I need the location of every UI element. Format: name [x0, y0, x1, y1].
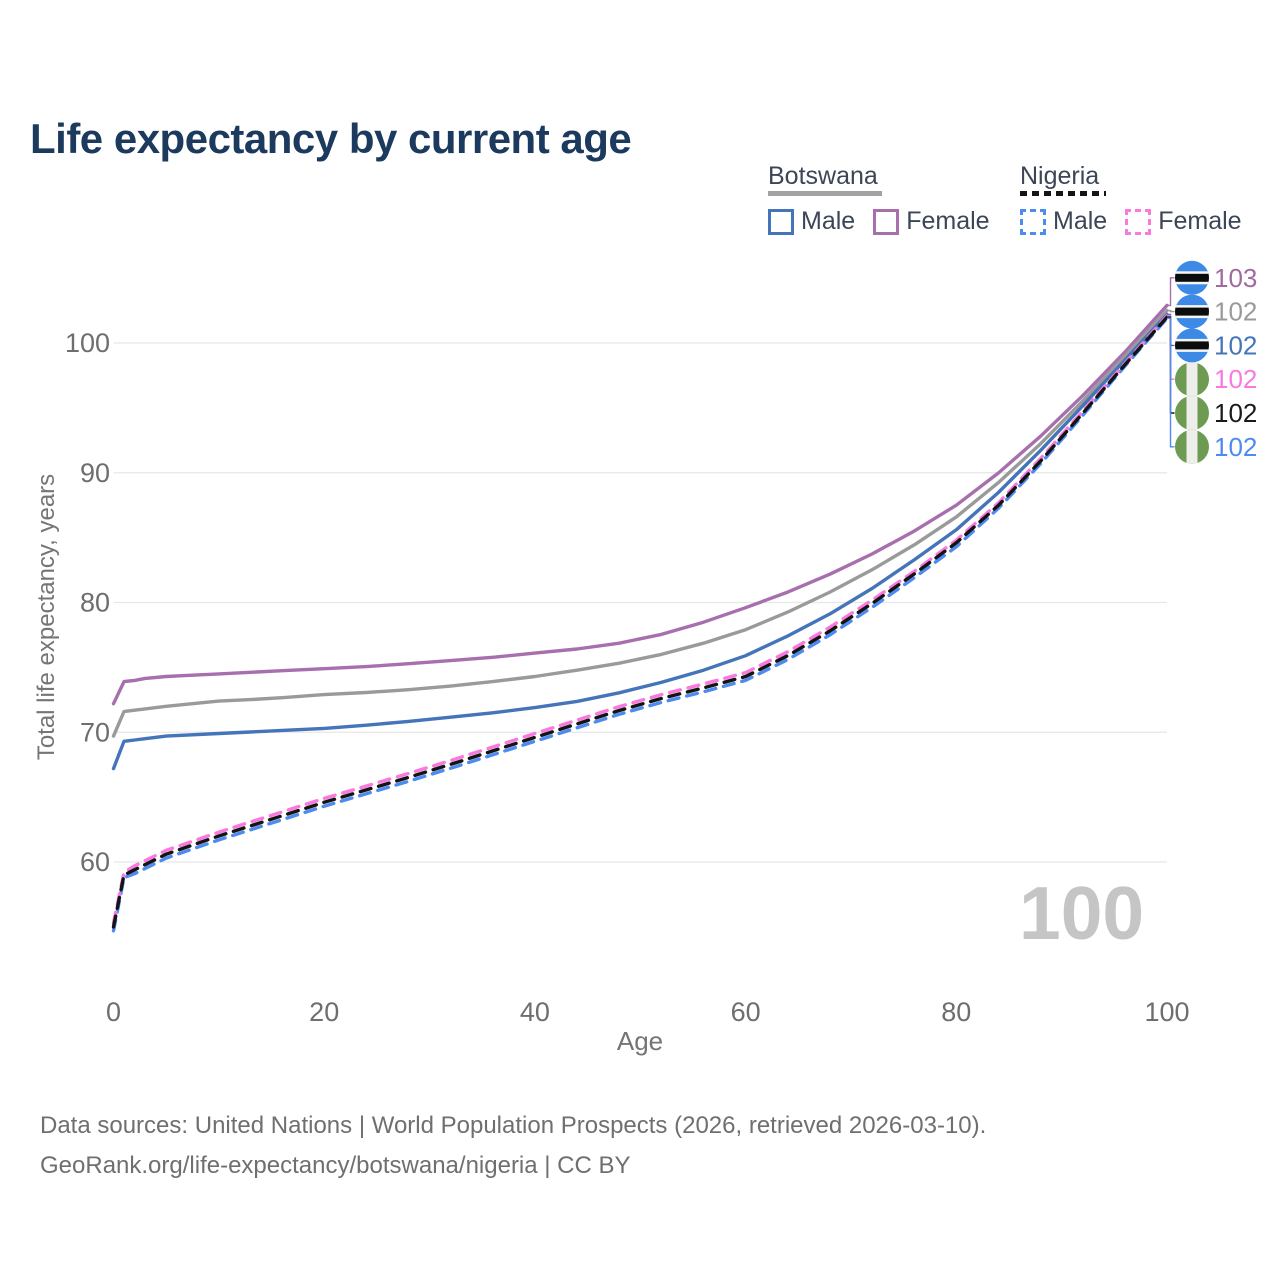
nigeria-female-swatch-icon [1125, 208, 1152, 235]
leader-line [1167, 317, 1175, 448]
legend-label: Male [1053, 207, 1108, 235]
nigeria-male-swatch-icon [1020, 208, 1046, 235]
x-tick-label: 80 [941, 997, 971, 1027]
legend-label: Female [906, 207, 990, 235]
x-tick-label: 40 [520, 997, 550, 1027]
line-nigeria[interactable] [111, 315, 1169, 929]
botswana-female-swatch-icon [873, 208, 900, 235]
end-value-label: 102 [1214, 432, 1257, 462]
y-tick-label: 90 [80, 458, 110, 488]
end-value-label: 102 [1214, 330, 1257, 360]
y-tick-label: 100 [65, 328, 110, 358]
dashed-line-style-icon [1020, 191, 1106, 196]
x-tick-label: 0 [106, 997, 121, 1027]
x-tick-label: 100 [1144, 997, 1189, 1027]
legend-label: Male [801, 207, 856, 235]
leader-line [1167, 309, 1175, 313]
end-value-label: 102 [1214, 364, 1257, 394]
nigeria-flag-stripe [1186, 396, 1198, 430]
y-tick-label: 70 [80, 717, 110, 747]
legend-group-nigeria: Nigeria Male Female [1020, 162, 1242, 236]
hovered-age-watermark: 100 [1019, 871, 1145, 955]
leader-line [1167, 277, 1175, 307]
line-botswana-male[interactable] [111, 312, 1169, 771]
x-tick-label: 60 [731, 997, 761, 1027]
y-tick-label: 80 [80, 588, 110, 618]
end-value-label: 103 [1214, 263, 1257, 293]
nigeria-flag-stripe [1186, 362, 1198, 397]
y-axis-title: Total life expectancy, years [33, 473, 60, 761]
legend-header-botswana: Botswana [768, 162, 878, 190]
page-title: Life expectancy by current age [30, 115, 632, 163]
botswana-male-swatch-icon [768, 208, 794, 235]
line-botswana[interactable] [111, 308, 1169, 738]
legend-item-nigeria-female[interactable]: Female [1125, 207, 1242, 236]
legend-row-botswana: Male Female [768, 207, 990, 236]
legend-item-nigeria-male[interactable]: Male [1020, 207, 1107, 236]
end-value-label: 102 [1214, 398, 1257, 428]
footer-source-line: Data sources: United Nations | World Pop… [40, 1112, 987, 1139]
legend-label: Female [1158, 207, 1242, 235]
footer-url-line: GeoRank.org/life-expectancy/botswana/nig… [40, 1152, 631, 1179]
footer: Data sources: United Nations | World Pop… [40, 1106, 986, 1186]
end-value-label: 102 [1214, 297, 1257, 327]
legend-header-nigeria: Nigeria [1020, 162, 1100, 190]
legend-row-nigeria: Male Female [1020, 207, 1242, 236]
legend-group-botswana: Botswana Male Female [768, 162, 990, 236]
line-nigeria-male[interactable] [111, 316, 1169, 933]
solid-line-style-icon [768, 191, 882, 196]
botswana-flag-band [1175, 341, 1209, 350]
line-botswana-female[interactable] [111, 303, 1169, 706]
botswana-flag-band [1175, 273, 1209, 282]
legend-item-botswana-male[interactable]: Male [768, 207, 855, 236]
y-tick-label: 60 [80, 847, 110, 877]
nigeria-flag-stripe [1186, 429, 1198, 464]
botswana-flag-band [1175, 307, 1209, 316]
x-tick-label: 20 [309, 997, 339, 1027]
legend-item-botswana-female[interactable]: Female [873, 207, 990, 236]
line-nigeria-female[interactable] [111, 314, 1169, 925]
x-axis-title: Age [616, 1026, 664, 1056]
